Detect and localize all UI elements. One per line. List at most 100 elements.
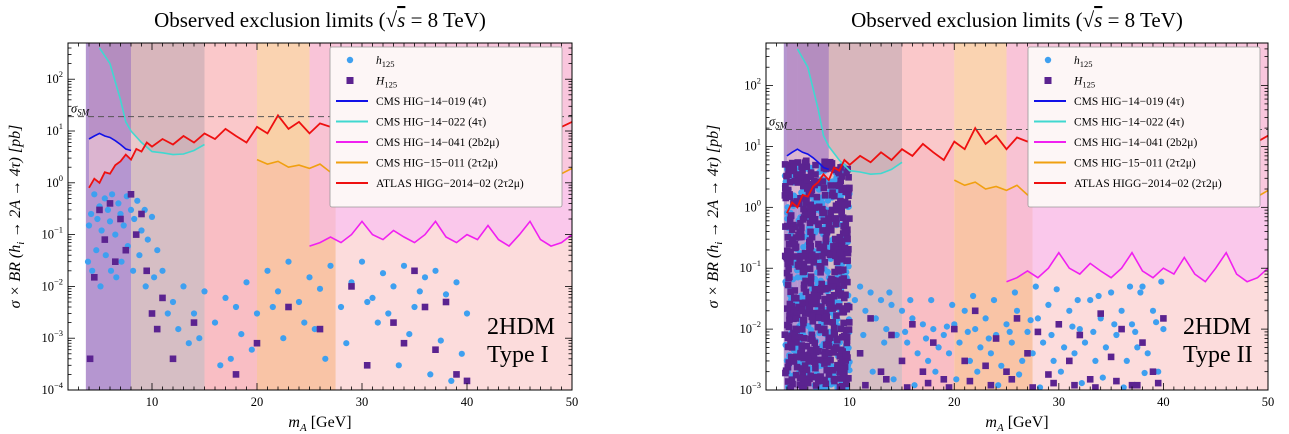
point-H125 [784, 305, 791, 312]
point-h125 [151, 274, 158, 281]
point-H125 [845, 174, 852, 181]
point-h125 [1078, 380, 1085, 387]
point-H125 [786, 300, 794, 308]
point-H125 [784, 281, 792, 289]
legend-label-main: h [1074, 55, 1080, 67]
point-H125 [800, 182, 807, 190]
point-h125 [1048, 331, 1055, 339]
y-tick-base: 10 [739, 322, 752, 336]
title-part: Observed exclusion limits ( [851, 8, 1083, 32]
title-part: = 8 TeV) [1102, 8, 1183, 32]
point-h125 [1034, 315, 1041, 322]
point-h125 [406, 331, 413, 338]
point-h125 [1141, 369, 1148, 377]
point-H125 [898, 357, 906, 365]
point-H125 [796, 374, 804, 382]
point-H125 [253, 339, 261, 347]
point-H125 [1055, 321, 1063, 328]
point-h125 [416, 288, 423, 295]
point-H125 [1034, 328, 1042, 336]
point-H125 [787, 288, 794, 296]
point-H125 [799, 325, 806, 333]
point-H125 [843, 339, 851, 347]
point-H125 [825, 226, 832, 234]
point-h125 [1126, 283, 1134, 290]
point-H125 [806, 204, 814, 211]
y-axis-pre: σ × BR (h [7, 245, 24, 309]
point-H125 [463, 377, 471, 385]
y-tick-base: 10 [739, 383, 752, 397]
point-H125 [802, 277, 809, 285]
point-H125 [835, 182, 843, 190]
point-h125 [227, 355, 234, 362]
legend-label: CMS HIG−15−011 (2τ2μ) [1074, 158, 1196, 170]
model-label-line1: 2HDM [1183, 314, 1251, 340]
point-H125 [829, 189, 836, 196]
point-H125 [112, 258, 119, 265]
point-h125 [1158, 278, 1165, 285]
point-h125 [1027, 317, 1034, 324]
point-H125 [830, 375, 838, 383]
x-axis-sub: A [996, 422, 1004, 434]
excluded-region-cms_019 [89, 43, 131, 151]
point-H125 [845, 192, 852, 199]
point-H125 [786, 273, 793, 281]
point-H125 [837, 346, 845, 354]
point-H125 [798, 224, 805, 231]
point-H125 [808, 252, 815, 260]
x-tick-label: 10 [146, 395, 159, 409]
x-tick-label: 40 [461, 395, 474, 409]
y-tick-exp: −3 [752, 380, 761, 390]
legend-marker-square [1044, 77, 1052, 84]
point-H125 [1154, 379, 1162, 387]
point-h125 [395, 362, 402, 369]
point-H125 [819, 209, 827, 216]
legend-marker-dot [1044, 56, 1052, 64]
point-H125 [817, 326, 825, 334]
point-H125 [825, 349, 833, 357]
point-H125 [805, 355, 812, 363]
point-H125 [820, 248, 828, 256]
point-H125 [785, 323, 793, 331]
point-h125 [886, 289, 893, 296]
point-h125 [190, 310, 198, 317]
point-H125 [805, 293, 812, 301]
point-H125 [820, 356, 827, 364]
point-h125 [898, 307, 906, 314]
point-h125 [890, 376, 897, 383]
point-H125 [285, 303, 292, 311]
point-h125 [1003, 321, 1010, 328]
point-H125 [832, 220, 840, 228]
point-H125 [91, 274, 98, 281]
excluded-region-cms_019 [786, 43, 829, 170]
point-H125 [804, 379, 812, 387]
point-H125 [806, 237, 814, 244]
point-h125 [120, 222, 127, 229]
point-h125 [943, 323, 951, 330]
point-H125 [789, 380, 796, 388]
point-H125 [862, 381, 869, 389]
point-h125 [956, 339, 963, 346]
point-H125 [1066, 357, 1073, 365]
point-h125 [130, 267, 137, 274]
point-H125 [785, 241, 793, 248]
point-H125 [96, 206, 103, 214]
point-H125 [919, 368, 927, 375]
y-tick-exp: −2 [54, 276, 63, 286]
point-h125 [867, 289, 874, 296]
point-h125 [877, 297, 885, 304]
point-H125 [815, 314, 822, 322]
point-H125 [843, 169, 850, 176]
point-H125 [833, 335, 841, 343]
legend-label: CMS HIG−14−041 (2b2μ) [1074, 137, 1197, 149]
point-H125 [821, 360, 828, 367]
point-H125 [846, 184, 853, 192]
point-H125 [800, 285, 808, 292]
point-H125 [840, 319, 847, 327]
point-h125 [88, 210, 95, 218]
point-H125 [153, 325, 161, 333]
point-H125 [835, 268, 843, 275]
point-H125 [806, 245, 813, 253]
point-H125 [833, 215, 840, 223]
